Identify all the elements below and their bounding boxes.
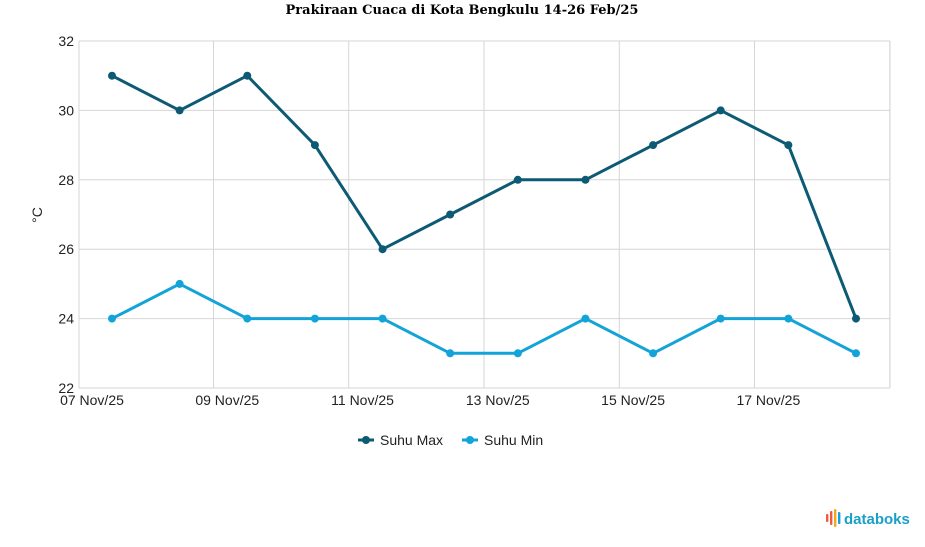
grid [78,40,891,389]
data-point[interactable] [649,349,658,358]
x-tick-label: 07 Nov/25 [60,392,124,408]
data-point[interactable] [108,71,116,80]
legend-point-marker [466,436,474,444]
legend-label: Suhu Max [380,432,443,448]
data-point[interactable] [175,106,184,115]
data-point[interactable] [784,314,793,323]
data-point[interactable] [446,210,455,219]
series-line [110,74,858,321]
y-axis-ticks: 22 24 26 28 30 32 [58,33,74,396]
logo-bar [826,514,829,522]
data-point[interactable] [243,71,252,80]
data-point[interactable] [716,314,725,323]
series-suhu-max [108,71,860,323]
data-point[interactable] [243,314,252,323]
data-point[interactable] [852,349,860,358]
data-point[interactable] [310,314,319,323]
x-axis-ticks: 07 Nov/25 09 Nov/25 11 Nov/25 13 Nov/25 15 N… [60,392,800,408]
logo-bar [834,509,837,527]
x-tick-label: 17 Nov/25 [736,392,800,408]
data-point[interactable] [581,175,590,184]
y-tick-label: 28 [58,172,74,188]
data-point[interactable] [784,141,793,150]
x-tick-label: 11 Nov/25 [331,392,394,408]
data-point[interactable] [513,349,522,358]
x-tick-label: 09 Nov/25 [195,392,259,408]
legend-item[interactable]: Suhu Min [462,432,543,448]
y-tick-label: 24 [58,311,74,327]
data-point[interactable] [378,245,387,254]
data-point[interactable] [649,141,658,150]
legend[interactable]: Suhu Max Suhu Min [358,432,543,448]
data-point[interactable] [513,175,522,184]
x-tick-label: 15 Nov/25 [601,392,665,408]
x-tick-label: 13 Nov/25 [466,392,530,408]
data-point[interactable] [852,314,860,323]
legend-label: Suhu Min [484,432,543,448]
y-tick-label: 26 [58,241,74,257]
y-tick-label: 22 [58,380,74,396]
legend-point-marker [362,436,370,444]
data-point[interactable] [446,349,455,358]
series-group [108,71,860,358]
data-point[interactable] [378,314,387,323]
brand-name: databoks [844,511,910,528]
y-tick-label: 32 [58,33,74,49]
logo-bar [838,512,841,524]
data-point[interactable] [716,106,725,115]
series-line [110,282,858,355]
chart-title: Prakiraan Cuaca di Kota Bengkulu 14-26 F… [286,3,639,18]
databoks-logo: databoks [826,509,910,528]
legend-item[interactable]: Suhu Max [358,432,443,448]
data-point[interactable] [310,141,319,150]
y-axis-label: °C [29,207,45,223]
y-tick-label: 30 [58,102,74,118]
logo-bar [830,511,833,525]
series-suhu-min [108,279,860,358]
data-point[interactable] [108,314,116,323]
data-point[interactable] [175,279,184,288]
data-point[interactable] [581,314,590,323]
databoks-bars-icon [826,509,841,527]
